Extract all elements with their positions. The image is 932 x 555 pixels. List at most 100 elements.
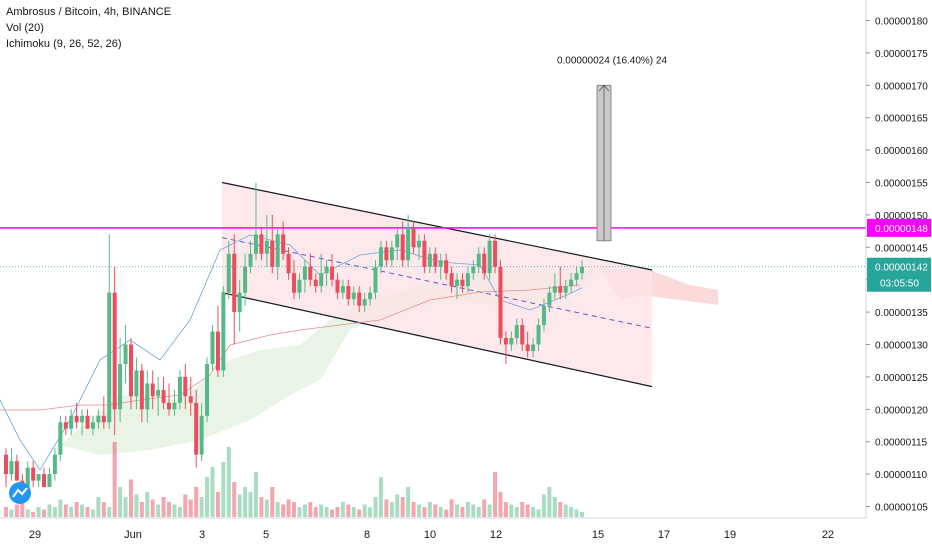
candle-body: [264, 240, 269, 254]
candle-body: [433, 253, 438, 267]
volume-bar: [14, 504, 19, 517]
candle-body: [384, 247, 389, 261]
volume-bar: [183, 494, 188, 517]
candle-body: [302, 266, 307, 280]
candle-body: [286, 253, 291, 274]
volume-bar: [476, 507, 481, 517]
chart-legend: Ambrosus / Bitcoin, 4h, BINANCE Vol (20)…: [6, 4, 171, 52]
volume-bar: [465, 502, 470, 517]
candle-body: [253, 234, 258, 254]
candle-body: [31, 467, 36, 481]
volume-bar: [487, 504, 492, 517]
price-tick-label: 0.00000170: [875, 81, 928, 92]
time-tick-label: 12: [490, 529, 502, 541]
volume-bar: [427, 502, 432, 517]
volume-bar: [471, 504, 476, 517]
candle-body: [460, 279, 465, 287]
candle-body: [449, 273, 454, 287]
candle-body: [552, 286, 557, 293]
candle-body: [525, 344, 530, 351]
time-tick-label: 5: [263, 529, 269, 541]
volume-bar: [536, 509, 541, 517]
volume-bar: [302, 504, 307, 517]
candle-body: [123, 344, 128, 364]
ichimoku-indicator-label[interactable]: Ichimoku (9, 26, 52, 26): [6, 38, 122, 50]
volume-bar: [373, 497, 378, 517]
channel-lower-line: [221, 292, 653, 388]
projection-label: 0.00000024 (16.40%) 24: [557, 55, 668, 66]
volume-bar: [281, 504, 286, 517]
candle-body: [558, 286, 563, 293]
volume-bar: [411, 502, 416, 517]
candle-body: [42, 474, 47, 488]
candle-body: [569, 279, 574, 287]
time-axis-panel: [0, 518, 866, 550]
volume-bar: [134, 494, 139, 517]
volume-indicator-label[interactable]: Vol (20): [6, 22, 44, 34]
candle-body: [580, 266, 584, 274]
volume-bar: [96, 497, 101, 517]
volume-bar: [172, 504, 177, 517]
candle-body: [85, 415, 90, 429]
time-tick-label: Jun: [124, 529, 142, 541]
resistance-price-label: 0.00000148: [875, 224, 928, 235]
ichimoku-tenkan-line: [0, 234, 583, 471]
candle-body: [172, 402, 177, 410]
time-tick-label: 15: [592, 529, 604, 541]
candle-body: [427, 253, 432, 267]
symbol-title[interactable]: Ambrosus / Bitcoin, 4h, BINANCE: [6, 6, 172, 18]
volume-bar: [80, 504, 85, 517]
volume-bar: [167, 502, 172, 517]
price-tick-label: 0.00000120: [875, 405, 928, 416]
volume-bar: [275, 502, 280, 517]
candle-body: [150, 383, 155, 397]
candle-body: [259, 234, 264, 254]
volume-bar: [308, 502, 313, 517]
candle-body: [139, 370, 144, 410]
volume-bar: [259, 497, 264, 517]
candle-body: [351, 292, 356, 300]
time-tick-label: 17: [658, 529, 670, 541]
volume-bar: [9, 509, 14, 517]
candle-body: [362, 299, 367, 306]
volume-bar: [161, 497, 166, 517]
volume-bar: [514, 507, 519, 517]
volume-bar: [378, 477, 383, 517]
candle-body: [520, 325, 525, 345]
volume-bar: [335, 507, 340, 517]
candle-body: [378, 247, 383, 267]
volume-bar: [547, 487, 552, 517]
candle-body: [471, 266, 476, 274]
candle-body: [476, 253, 481, 267]
volume-bar: [139, 502, 144, 517]
time-tick-label: 19: [724, 529, 736, 541]
candle-body: [536, 325, 541, 345]
volume-bar: [340, 502, 345, 517]
ichimoku-kijun-line: [0, 284, 581, 411]
volume-bar: [221, 462, 226, 517]
candle-body: [400, 234, 405, 261]
time-tick-label: 22: [822, 529, 834, 541]
volume-bar: [52, 507, 57, 517]
time-tick-label: 29: [29, 529, 41, 541]
volume-bar: [47, 504, 52, 517]
candle-body: [47, 474, 52, 488]
candle-body: [237, 292, 242, 313]
price-tick-label: 0.00000150: [875, 211, 928, 222]
candle-body: [308, 266, 313, 280]
candle-body: [188, 396, 193, 403]
candle-body: [368, 292, 373, 300]
candle-body: [357, 292, 362, 306]
volume-bar: [226, 447, 231, 517]
volume-bar: [449, 499, 454, 517]
candle-body: [58, 422, 63, 455]
candle-body: [313, 279, 318, 287]
volume-bar: [330, 509, 335, 517]
volume-bar: [362, 504, 367, 517]
candle-body: [177, 376, 182, 403]
candle-body: [194, 402, 199, 455]
candle-body: [455, 279, 460, 287]
volume-bar: [580, 512, 584, 517]
candle-body: [215, 331, 220, 371]
